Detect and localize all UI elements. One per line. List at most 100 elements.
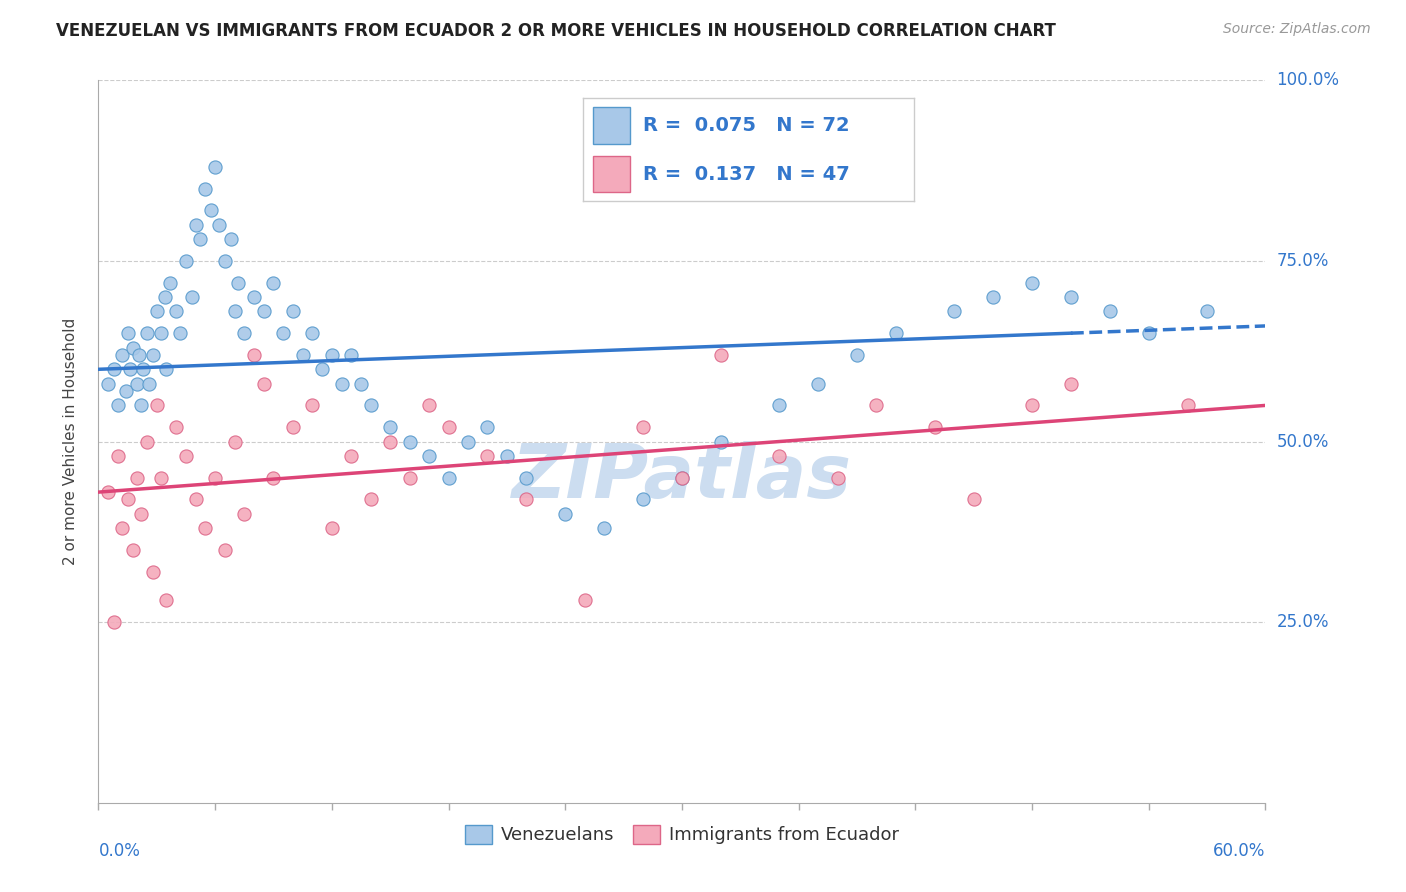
Point [1021, 398, 1043, 412]
Legend: Venezuelans, Immigrants from Ecuador: Venezuelans, Immigrants from Ecuador [458, 818, 905, 852]
Point [671, 471, 693, 485]
Point [253, 304, 276, 318]
Point [1060, 376, 1083, 391]
Point [943, 304, 966, 318]
Point [807, 376, 830, 391]
Point [340, 449, 363, 463]
Point [224, 304, 246, 318]
Point [146, 304, 169, 318]
Point [122, 341, 145, 355]
Point [710, 434, 733, 449]
Point [136, 326, 159, 341]
Point [107, 449, 129, 463]
Point [233, 507, 256, 521]
Point [380, 420, 402, 434]
Text: ZIPatlas: ZIPatlas [512, 442, 852, 514]
Point [884, 326, 907, 341]
Text: 0.0%: 0.0% [98, 842, 141, 860]
Point [132, 362, 155, 376]
Point [350, 376, 373, 391]
Text: 50.0%: 50.0% [1277, 433, 1329, 450]
Point [219, 232, 242, 246]
Point [496, 449, 519, 463]
Point [142, 565, 165, 579]
Point [340, 348, 363, 362]
Point [574, 593, 596, 607]
Point [360, 398, 382, 412]
Point [330, 376, 353, 391]
Point [174, 449, 197, 463]
Point [117, 492, 139, 507]
Point [1195, 304, 1218, 318]
Point [418, 398, 440, 412]
Point [129, 507, 152, 521]
Point [194, 521, 217, 535]
Point [477, 420, 499, 434]
Point [437, 420, 460, 434]
Point [515, 471, 537, 485]
Point [169, 326, 191, 341]
Bar [593, 107, 630, 145]
Point [165, 420, 187, 434]
Point [593, 521, 616, 535]
Point [214, 542, 236, 557]
Point [281, 304, 304, 318]
Point [457, 434, 479, 449]
Point [768, 449, 790, 463]
Point [128, 348, 150, 362]
Y-axis label: 2 or more Vehicles in Household: 2 or more Vehicles in Household [63, 318, 77, 566]
Point [515, 492, 537, 507]
Point [155, 362, 177, 376]
Point [214, 253, 236, 268]
Text: VENEZUELAN VS IMMIGRANTS FROM ECUADOR 2 OR MORE VEHICLES IN HOUSEHOLD CORRELATIO: VENEZUELAN VS IMMIGRANTS FROM ECUADOR 2 … [56, 22, 1056, 40]
Point [671, 471, 693, 485]
Point [188, 232, 211, 246]
Point [398, 471, 420, 485]
Point [233, 326, 256, 341]
Point [159, 276, 181, 290]
Point [477, 449, 499, 463]
Point [208, 218, 231, 232]
Point [865, 398, 887, 412]
Point [1021, 276, 1043, 290]
Point [194, 182, 217, 196]
Point [111, 348, 134, 362]
Point [845, 348, 868, 362]
Point [710, 348, 733, 362]
Point [155, 593, 177, 607]
Point [114, 384, 136, 398]
Text: R =  0.137   N = 47: R = 0.137 N = 47 [643, 164, 849, 184]
Point [398, 434, 420, 449]
Point [271, 326, 294, 341]
Point [224, 434, 246, 449]
Point [127, 376, 149, 391]
Point [103, 615, 125, 630]
Point [253, 376, 276, 391]
Point [380, 434, 402, 449]
Point [321, 348, 343, 362]
Point [924, 420, 946, 434]
Point [118, 362, 141, 376]
Point [103, 362, 125, 376]
Point [153, 290, 176, 304]
Point [149, 471, 172, 485]
Point [631, 492, 654, 507]
Point [262, 276, 284, 290]
Point [204, 471, 226, 485]
Point [1060, 290, 1083, 304]
Point [228, 276, 250, 290]
Text: 100.0%: 100.0% [1277, 71, 1340, 89]
Text: 75.0%: 75.0% [1277, 252, 1329, 270]
Point [138, 376, 160, 391]
Point [180, 290, 202, 304]
Point [174, 253, 197, 268]
Point [165, 304, 187, 318]
Text: 25.0%: 25.0% [1277, 613, 1329, 632]
Point [321, 521, 343, 535]
Point [962, 492, 984, 507]
Point [111, 521, 134, 535]
Point [127, 471, 149, 485]
Point [554, 507, 576, 521]
Point [418, 449, 440, 463]
Point [243, 348, 266, 362]
